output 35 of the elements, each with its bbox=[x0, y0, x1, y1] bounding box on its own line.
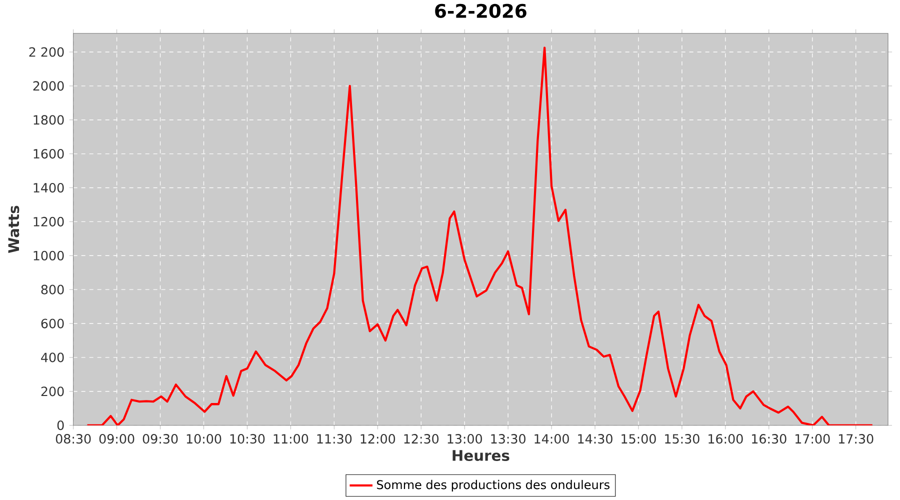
x-tick-label: 17:30 bbox=[838, 434, 874, 444]
x-tick-label: 14:30 bbox=[578, 434, 612, 444]
legend-label: Somme des productions des onduleurs bbox=[376, 480, 610, 492]
y-axis-title: Watts bbox=[8, 206, 20, 254]
x-tick-label: 16:30 bbox=[752, 434, 786, 444]
x-tick-label: 12:00 bbox=[360, 434, 396, 444]
x-tick-label: 08:30 bbox=[56, 434, 91, 444]
x-tick-label: 10:30 bbox=[230, 434, 265, 444]
x-tick-label: 16:00 bbox=[708, 434, 743, 444]
y-tick-label: 2000 bbox=[33, 81, 64, 91]
y-tick-label: 800 bbox=[41, 284, 64, 294]
y-tick-label: 400 bbox=[41, 352, 64, 362]
x-tick-label: 17:00 bbox=[796, 434, 830, 444]
y-tick-label: 0 bbox=[57, 420, 64, 430]
x-axis-title: Heures bbox=[452, 450, 510, 462]
x-tick-label: 13:00 bbox=[448, 434, 482, 444]
chart-title: 6-2-2026 bbox=[435, 4, 526, 18]
y-tick-label: 1800 bbox=[34, 115, 64, 125]
y-tick-label: 1000 bbox=[34, 250, 64, 260]
x-tick-label: 10:00 bbox=[186, 434, 222, 444]
x-tick-label: 14:00 bbox=[534, 434, 569, 444]
y-tick-label: 200 bbox=[41, 386, 64, 396]
y-tick-label: 600 bbox=[41, 318, 64, 328]
y-tick-label: 1400 bbox=[34, 182, 64, 193]
x-tick-label: 09:00 bbox=[99, 434, 134, 444]
y-tick-label: 1600 bbox=[34, 149, 64, 159]
x-tick-label: 11:30 bbox=[317, 434, 352, 444]
x-tick-label: 09:30 bbox=[142, 434, 178, 444]
x-tick-label: 11:00 bbox=[274, 434, 308, 444]
x-tick-label: 13:30 bbox=[491, 434, 526, 444]
x-tick-label: 15:00 bbox=[622, 434, 656, 444]
x-tick-label: 15:30 bbox=[665, 434, 700, 444]
y-tick-label: 2 200 bbox=[29, 47, 64, 57]
x-tick-label: 12:30 bbox=[404, 434, 439, 444]
y-tick-label: 1200 bbox=[34, 216, 64, 226]
